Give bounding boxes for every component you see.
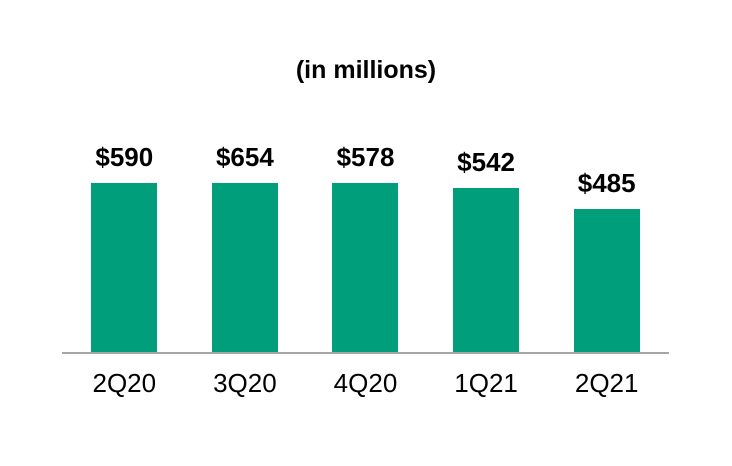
bar-group: $590: [64, 144, 185, 352]
bar-value-label: $590: [95, 142, 154, 172]
bar-group: $654: [185, 144, 306, 352]
bar: [91, 183, 158, 352]
x-axis-line: [62, 352, 669, 354]
x-tick-label: 3Q20: [213, 368, 277, 398]
bar-value-label: $654: [215, 142, 274, 172]
x-axis-tick-labels: 2Q20 3Q20 4Q20 1Q21 2Q21: [64, 354, 667, 398]
bar: [332, 183, 399, 352]
bar-group: $578: [305, 144, 426, 352]
bar-value-label: $542: [457, 147, 515, 177]
bar-value-label: $485: [577, 168, 636, 198]
bar: [573, 209, 640, 352]
x-tick-label: 2Q20: [92, 368, 157, 398]
x-tick-label: 2Q21: [574, 368, 639, 398]
bar-group: $542: [426, 144, 547, 352]
bar-group: $485: [546, 144, 667, 352]
bar: [453, 188, 520, 352]
plot-area: $590 $654 $578 $542 $485: [64, 144, 667, 352]
chart-title: (in millions): [295, 56, 437, 84]
bar-value-label: $578: [336, 142, 395, 172]
x-tick-label: 1Q21: [454, 368, 518, 398]
bar: [211, 183, 278, 352]
x-tick-label: 4Q20: [333, 368, 398, 398]
